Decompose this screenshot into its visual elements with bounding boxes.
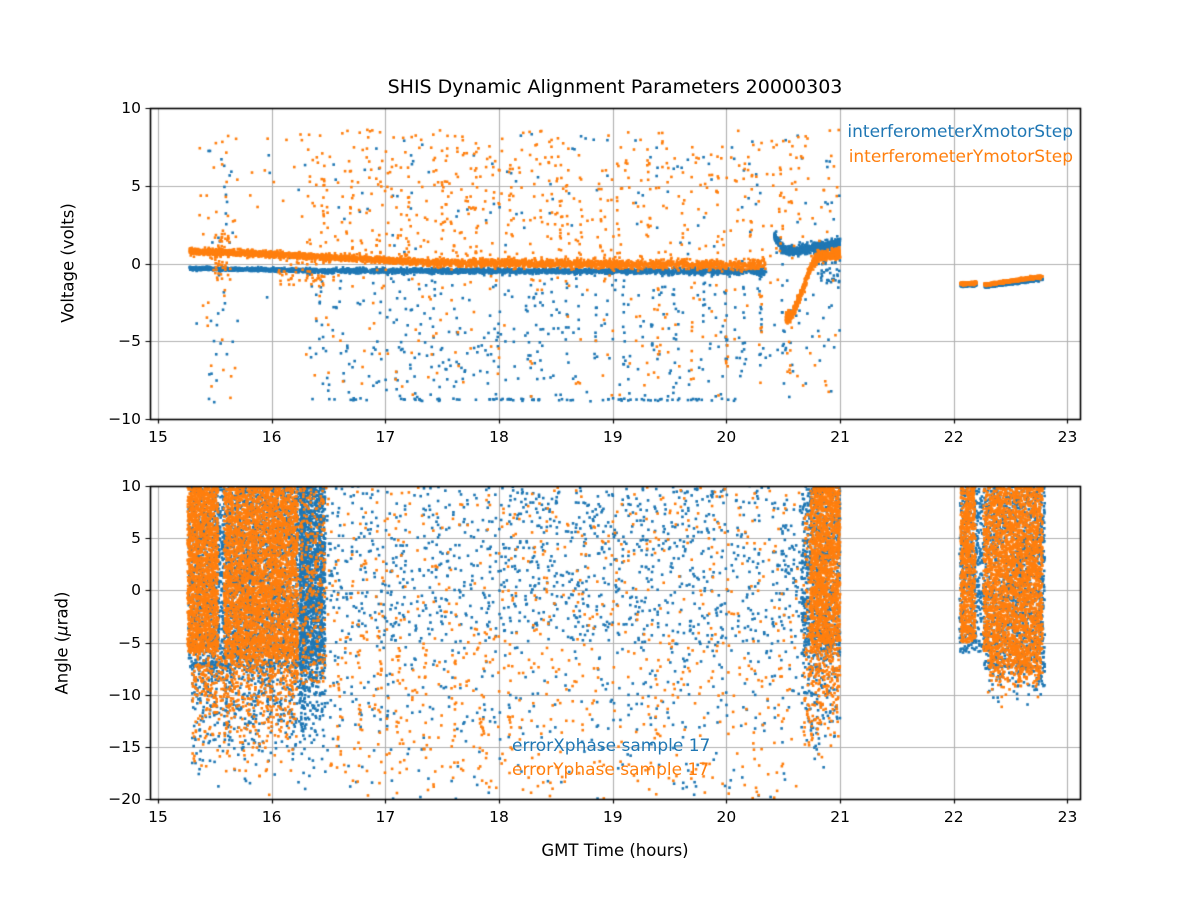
- x-tick-label: 23: [1057, 808, 1078, 826]
- x-tick-label: 22: [943, 428, 964, 446]
- y-tick-label: −10: [108, 685, 141, 704]
- y-tick-label: 5: [131, 176, 141, 195]
- bottom-y-axis-label-prefix: Angle (: [52, 635, 72, 695]
- x-tick-label: 21: [830, 428, 850, 446]
- y-tick-label: −5: [118, 332, 141, 351]
- x-tick-label: 16: [261, 428, 282, 446]
- bottom-y-axis-label-suffix: rad): [52, 591, 72, 626]
- y-tick-label: −5: [118, 633, 141, 652]
- y-tick-label: 5: [131, 529, 141, 548]
- x-tick-label: 18: [489, 808, 509, 826]
- x-tick-label: 17: [375, 428, 396, 446]
- x-tick-label: 15: [148, 808, 168, 826]
- x-tick-label: 20: [716, 428, 737, 446]
- y-tick-label: 0: [131, 254, 141, 273]
- y-tick-label: −15: [108, 737, 141, 756]
- bottom-y-axis-label-mu: μ: [52, 625, 72, 636]
- x-tick-label: 19: [602, 808, 623, 826]
- y-tick-label: −20: [108, 790, 141, 808]
- x-tick-label: 19: [602, 428, 623, 446]
- x-tick-label: 16: [261, 808, 282, 826]
- x-tick-label: 15: [148, 428, 168, 446]
- x-tick-label: 22: [943, 808, 964, 826]
- x-tick-label: 17: [375, 808, 396, 826]
- x-tick-label: 23: [1057, 428, 1078, 446]
- bottom-y-axis-label: Angle (μrad): [53, 592, 72, 695]
- x-tick-label: 18: [489, 428, 509, 446]
- x-axis-label: GMT Time (hours): [541, 841, 689, 860]
- legend-label-error-y-phase: errorYphase sample 17: [512, 760, 710, 780]
- y-tick-label: 10: [121, 99, 141, 117]
- legend-label-error-x-phase: errorXphase sample 17: [512, 736, 711, 756]
- top-y-axis-label: Voltage (volts): [58, 203, 78, 323]
- legend-label-interferometer-y: interferometerYmotorStep: [848, 147, 1073, 167]
- legend-label-interferometer-x: interferometerXmotorStep: [847, 122, 1073, 142]
- x-tick-label: 21: [830, 808, 850, 826]
- y-tick-label: 10: [121, 477, 141, 495]
- y-tick-label: −10: [108, 410, 141, 428]
- y-tick-label: 0: [131, 581, 141, 600]
- x-tick-label: 20: [716, 808, 737, 826]
- chart-title: SHIS Dynamic Alignment Parameters 200003…: [387, 76, 843, 98]
